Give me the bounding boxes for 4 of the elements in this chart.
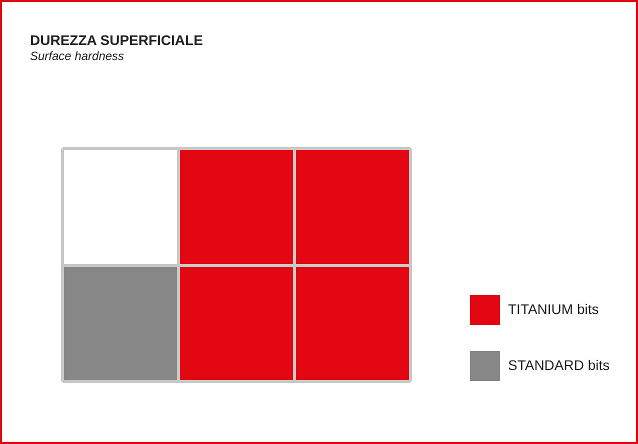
legend-label: TITANIUM bits (508, 301, 599, 317)
chart-title: DUREZZA SUPERFICIALE (30, 32, 203, 48)
legend-label: STANDARD bits (508, 357, 610, 373)
chart-subtitle: Surface hardness (30, 49, 124, 63)
